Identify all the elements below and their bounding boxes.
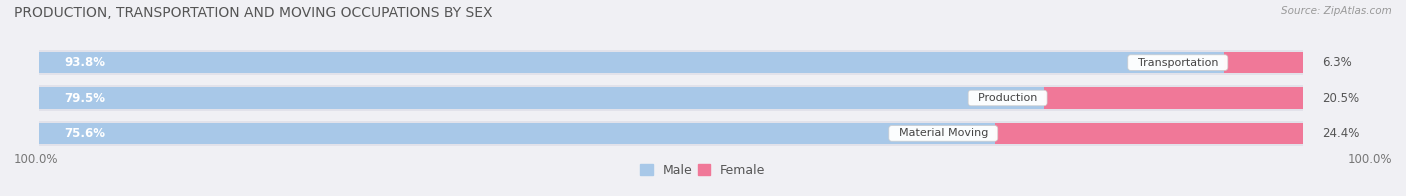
- Text: Source: ZipAtlas.com: Source: ZipAtlas.com: [1281, 6, 1392, 16]
- Text: 79.5%: 79.5%: [65, 92, 105, 104]
- Bar: [39, 85, 1303, 111]
- Text: 75.6%: 75.6%: [65, 127, 105, 140]
- Text: 100.0%: 100.0%: [1347, 153, 1392, 166]
- Bar: [1223, 52, 1303, 73]
- Bar: [39, 123, 995, 144]
- Text: Material Moving: Material Moving: [891, 128, 995, 138]
- Bar: [1045, 87, 1303, 109]
- Bar: [39, 87, 1045, 109]
- Legend: Male, Female: Male, Female: [636, 159, 770, 182]
- Text: PRODUCTION, TRANSPORTATION AND MOVING OCCUPATIONS BY SEX: PRODUCTION, TRANSPORTATION AND MOVING OC…: [14, 6, 492, 20]
- Text: Production: Production: [972, 93, 1045, 103]
- Text: Transportation: Transportation: [1130, 58, 1225, 68]
- Text: 100.0%: 100.0%: [14, 153, 59, 166]
- Text: 24.4%: 24.4%: [1323, 127, 1360, 140]
- Bar: [39, 52, 1225, 73]
- Text: 6.3%: 6.3%: [1323, 56, 1353, 69]
- Bar: [39, 50, 1303, 75]
- Text: 20.5%: 20.5%: [1323, 92, 1360, 104]
- Bar: [995, 123, 1303, 144]
- Text: 93.8%: 93.8%: [65, 56, 105, 69]
- Bar: [39, 121, 1303, 146]
